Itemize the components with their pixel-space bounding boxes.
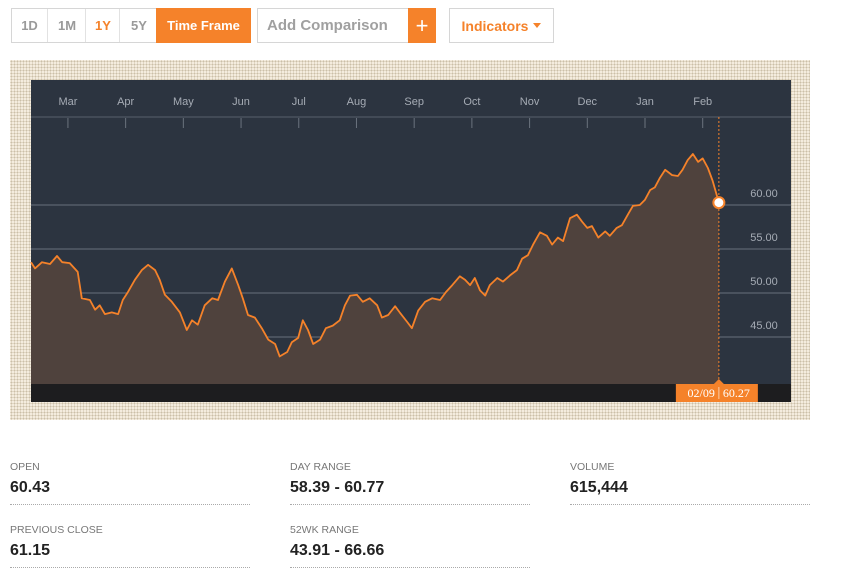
stat-rule [290, 504, 530, 505]
footer-strip [31, 384, 791, 402]
x-tick-label: Oct [463, 96, 480, 108]
y-tick-label: 45.00 [750, 320, 778, 332]
x-tick-label: Mar [58, 96, 77, 108]
x-tick-label: Aug [347, 96, 367, 108]
y-tick-label: 55.00 [750, 232, 778, 244]
x-tick-label: May [173, 96, 194, 108]
range-button[interactable]: 5Y [119, 9, 158, 42]
stat-label: 52WK RANGE [290, 524, 359, 536]
chart: Mar Apr May Jun Jul Aug Sep Oct Nov Dec Jan Feb 45.0… [30, 80, 791, 402]
y-tick-label: 50.00 [750, 276, 778, 288]
stat-rule [570, 504, 810, 505]
range-button[interactable]: 1M [47, 9, 86, 42]
stat-rule [10, 504, 250, 505]
x-tick-label: Dec [578, 96, 598, 108]
stat-rule [290, 567, 530, 568]
range-button[interactable]: 1D [21, 18, 38, 33]
stat-value: 60.43 [10, 479, 51, 496]
stat-label: PREVIOUS CLOSE [10, 524, 103, 536]
x-tick-label: Sep [404, 96, 424, 108]
stat-rule [10, 567, 250, 568]
area-fill [31, 154, 719, 384]
x-tick-label: Feb [693, 96, 712, 108]
cursor-pointer [713, 379, 724, 384]
stat-label: DAY RANGE [290, 461, 351, 473]
chart-frame: Mar Apr May Jun Jul Aug Sep Oct Nov Dec Jan Feb 45.0… [10, 60, 810, 420]
stat-value: 61.15 [10, 542, 51, 559]
x-tick-label: Nov [520, 96, 540, 108]
stat-label: OPEN [10, 461, 40, 473]
indicators-label: Indicators [461, 17, 529, 34]
last-point [712, 196, 726, 210]
x-tick-label: Apr [117, 96, 134, 108]
x-tick-label: Jul [292, 96, 306, 108]
x-tick-label: Jan [636, 96, 654, 108]
stat-value: 615,444 [570, 479, 628, 496]
y-tick-label: 60.00 [750, 188, 778, 200]
stat-value: 58.39 - 60.77 [290, 479, 385, 496]
range-selector: 1D 1M 1Y 5Y [11, 8, 251, 43]
price-line [30, 153, 720, 358]
stat-value: 43.91 - 66.66 [290, 542, 385, 559]
range-button[interactable]: 1Y [85, 9, 120, 42]
stat-label: VOLUME [570, 461, 615, 473]
cursor-date: 02/09 [688, 386, 715, 400]
cursor-value: 60.27 [723, 386, 750, 400]
x-tick-label: Jun [232, 96, 250, 108]
time-frame-button[interactable]: Time Frame [156, 8, 251, 43]
indicators-button[interactable]: Indicators [449, 8, 554, 43]
cursor-box [675, 384, 758, 402]
add-comparison-button[interactable]: + [408, 8, 436, 43]
comparison-input[interactable]: Add Comparison [257, 8, 409, 43]
